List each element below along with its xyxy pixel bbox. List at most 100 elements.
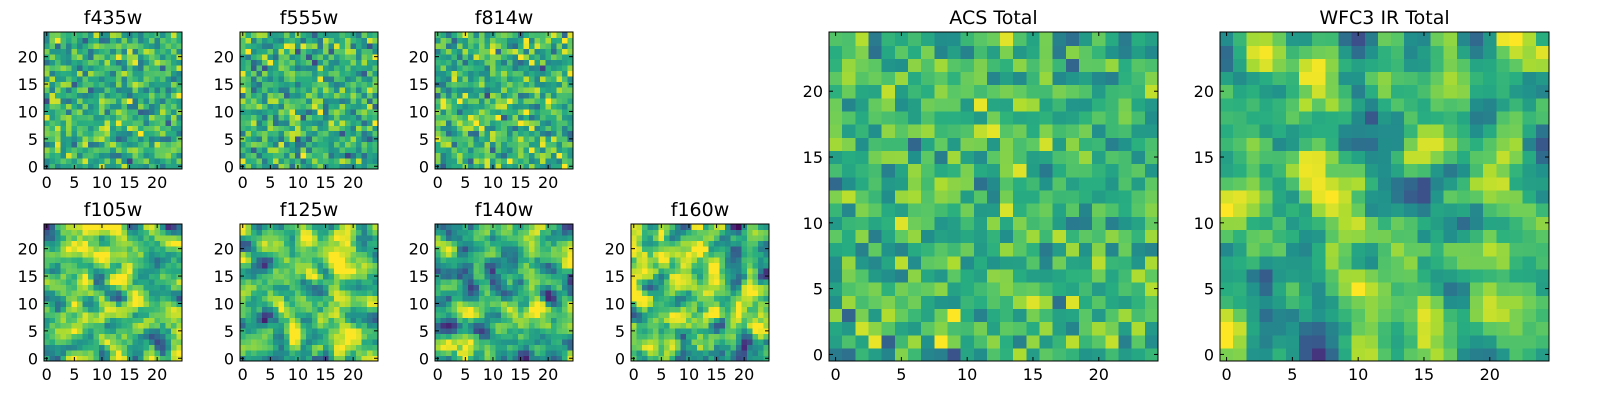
heatmap-cell bbox=[49, 284, 56, 291]
heatmap-cell bbox=[506, 141, 513, 148]
heatmap-cell bbox=[148, 119, 155, 126]
heatmap-cell bbox=[724, 234, 731, 242]
heatmap-cell bbox=[752, 234, 759, 242]
heatmap-cell bbox=[289, 48, 296, 55]
heatmap-cell bbox=[273, 125, 280, 132]
heatmap-cell bbox=[907, 176, 922, 191]
heatmap-cell bbox=[278, 59, 285, 66]
heatmap-cell bbox=[115, 229, 122, 236]
x-tick-label: 5 bbox=[265, 365, 275, 384]
heatmap-cell bbox=[647, 350, 654, 357]
heatmap-cell bbox=[697, 240, 704, 247]
heatmap-cell bbox=[372, 262, 379, 269]
heatmap-cell bbox=[506, 37, 513, 44]
heatmap-cell bbox=[636, 350, 643, 357]
heatmap-cell bbox=[664, 317, 671, 324]
heatmap-cell bbox=[1118, 282, 1133, 296]
heatmap-cell bbox=[170, 158, 178, 165]
heatmap-cell bbox=[366, 344, 374, 351]
heatmap-cell bbox=[719, 328, 726, 335]
heatmap-cell bbox=[539, 240, 546, 247]
heatmap-cell bbox=[306, 32, 313, 39]
heatmap-cell bbox=[567, 147, 574, 154]
heatmap-cell bbox=[435, 42, 442, 50]
y-tick-label: 15 bbox=[214, 267, 234, 286]
heatmap-cell bbox=[746, 267, 754, 274]
heatmap-cell bbox=[88, 317, 95, 324]
heatmap-cell bbox=[473, 70, 480, 77]
heatmap-cell bbox=[658, 229, 665, 236]
heatmap-cell bbox=[539, 224, 546, 231]
heatmap-cell bbox=[300, 350, 307, 357]
heatmap-cell bbox=[333, 267, 340, 274]
heatmap-cell bbox=[350, 344, 357, 351]
heatmap-cell bbox=[350, 147, 357, 154]
heatmap-cell bbox=[306, 289, 313, 296]
heatmap-cell bbox=[137, 224, 144, 231]
heatmap-cell bbox=[484, 119, 491, 126]
heatmap-cell bbox=[457, 81, 464, 88]
heatmap-cell bbox=[170, 256, 178, 263]
heatmap-cell bbox=[462, 262, 469, 269]
heatmap-cell bbox=[1065, 176, 1080, 191]
heatmap-cell bbox=[355, 97, 363, 104]
heatmap-cell bbox=[148, 278, 155, 285]
heatmap-cell bbox=[328, 300, 335, 307]
heatmap-cell bbox=[556, 278, 563, 285]
heatmap-cell bbox=[973, 308, 988, 323]
heatmap-cell bbox=[251, 141, 258, 148]
heatmap-cell bbox=[344, 75, 351, 82]
heatmap-cell bbox=[680, 350, 687, 357]
heatmap-cell bbox=[44, 350, 51, 357]
heatmap-cell bbox=[986, 308, 1001, 323]
heatmap-cell bbox=[973, 282, 988, 296]
heatmap-cell bbox=[523, 245, 530, 252]
heatmap-cell bbox=[240, 42, 247, 50]
heatmap-cell bbox=[110, 295, 117, 302]
heatmap-cell bbox=[523, 278, 530, 285]
heatmap-cell bbox=[328, 70, 335, 77]
heatmap-cell bbox=[686, 273, 693, 280]
heatmap-cell bbox=[251, 251, 258, 258]
heatmap-cell bbox=[115, 32, 122, 39]
heatmap-cell bbox=[473, 81, 480, 88]
heatmap-cell bbox=[506, 130, 513, 137]
heatmap-cells bbox=[435, 32, 574, 170]
heatmap-cell bbox=[82, 224, 89, 231]
heatmap-cell bbox=[328, 158, 335, 165]
heatmap-cell bbox=[295, 234, 302, 242]
heatmap-cell bbox=[495, 75, 502, 82]
heatmap-cell bbox=[479, 344, 486, 351]
heatmap-cell bbox=[1039, 242, 1054, 257]
heatmap-cell bbox=[545, 284, 552, 291]
heatmap-cell bbox=[71, 158, 78, 165]
heatmap-cell bbox=[506, 163, 513, 170]
heatmap-cell bbox=[1013, 282, 1027, 296]
heatmap-cell bbox=[501, 311, 508, 318]
heatmap-cell bbox=[517, 125, 524, 132]
x-tick-label: 20 bbox=[538, 173, 558, 192]
heatmap-cell bbox=[484, 158, 491, 165]
heatmap-cell bbox=[1039, 321, 1054, 336]
heatmap-cell bbox=[757, 328, 765, 335]
heatmap-cell bbox=[829, 334, 843, 349]
heatmap-cell bbox=[539, 317, 546, 324]
heatmap-cell bbox=[344, 32, 351, 39]
heatmap-cell bbox=[986, 255, 1001, 270]
heatmap-cell bbox=[708, 278, 715, 285]
heatmap-cell bbox=[137, 108, 144, 115]
heatmap-cell bbox=[986, 321, 1001, 336]
heatmap-cell bbox=[273, 86, 280, 93]
heatmap-cell bbox=[462, 136, 469, 143]
heatmap-cell bbox=[328, 333, 335, 340]
heatmap-cell bbox=[328, 224, 335, 231]
heatmap-cell bbox=[451, 229, 458, 236]
heatmap-cell bbox=[523, 152, 530, 159]
heatmap-cell bbox=[339, 284, 346, 291]
heatmap-cell bbox=[55, 136, 62, 143]
heatmap-cell bbox=[550, 328, 558, 335]
heatmap-cell bbox=[82, 251, 89, 258]
heatmap-cell bbox=[446, 119, 453, 126]
heatmap-cell bbox=[372, 152, 379, 159]
heatmap-cell bbox=[550, 75, 558, 82]
